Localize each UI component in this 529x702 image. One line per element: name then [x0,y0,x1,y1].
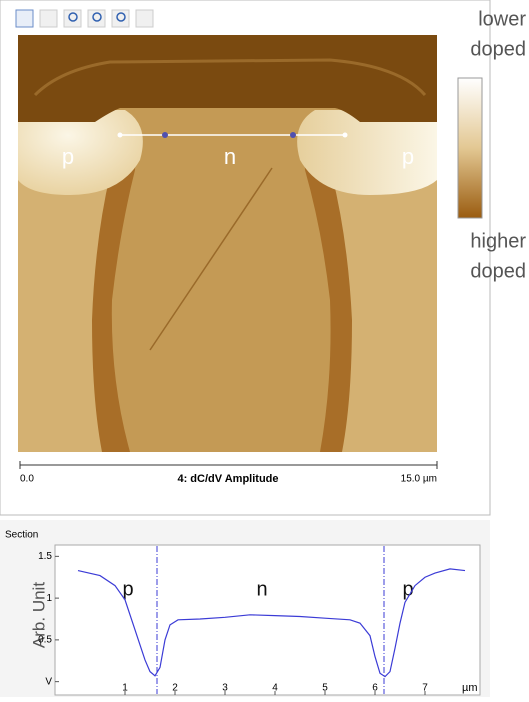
x-tick-label: 3 [222,683,228,694]
y-tick-label: V [45,676,52,687]
scale-bar: 0.0 4: dC/dV Amplitude 15.0 µm [19,461,438,485]
tool-button[interactable] [135,9,154,28]
x-tick-label: 5 [322,683,328,694]
region-label: p [62,144,74,169]
annotation: n [256,578,267,600]
x-tick-label: 1 [122,683,128,694]
toolbar [15,9,154,28]
colorbar [457,77,483,219]
scm-image [18,35,437,452]
colorbar-label: doped [470,260,526,282]
icon [68,12,78,22]
x-axis-label: µm [462,682,478,694]
tool-button[interactable] [15,9,34,28]
region-label: p [402,144,414,169]
x-tick-label: 7 [422,683,428,694]
y-tick-label: 1 [46,593,52,604]
icon [92,12,102,22]
y-tick-label: 0.5 [38,635,52,646]
x-tick-label: 4 [272,683,278,694]
y-axis-label: Arb. Unit [29,582,48,648]
tool-button[interactable] [39,9,58,28]
x-tick-label: 6 [372,683,378,694]
section-line [77,568,466,678]
colorbar-label: higher [470,230,526,252]
scale-title: 4: dC/dV Amplitude [177,473,278,485]
icon [116,12,126,22]
colorbar-label: lower [478,8,526,30]
plot-area [54,544,481,696]
annotation: p [122,578,133,600]
scale-end: 15.0 µm [401,474,437,485]
colorbar-label: doped [470,38,526,60]
scale-start: 0.0 [20,474,34,485]
x-tick-label: 2 [172,683,178,694]
region-label: n [224,144,236,169]
annotation: p [402,578,413,600]
y-tick-label: 1.5 [38,551,52,562]
section-title: Section [5,530,38,541]
